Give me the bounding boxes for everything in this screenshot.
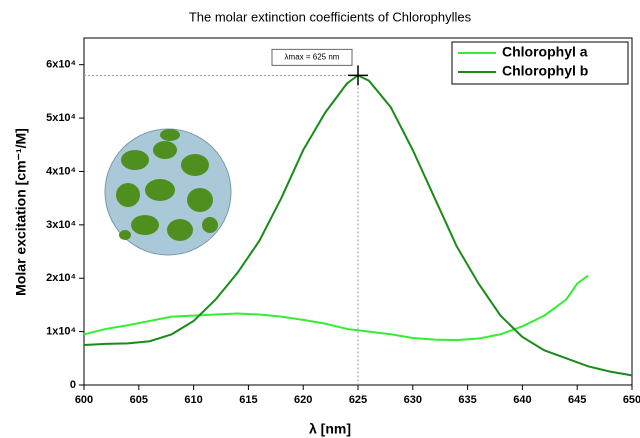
y-axis-label: Molar excitation [cm⁻¹/M] — [13, 128, 29, 296]
y-tick-label: 6x10⁴ — [46, 59, 76, 71]
x-tick-label: 620 — [294, 394, 312, 406]
y-tick-label: 5x10⁴ — [46, 112, 76, 124]
y-tick-label: 3x10⁴ — [46, 219, 76, 231]
x-tick-label: 610 — [184, 394, 202, 406]
y-tick-label: 4x10⁴ — [46, 165, 76, 177]
max-marker — [348, 65, 368, 86]
y-tick-label: 0 — [70, 379, 76, 391]
annotation-box — [271, 48, 353, 66]
x-axis-label: λ [nm] — [309, 421, 351, 437]
annotation: λmax = 625 nm — [285, 52, 340, 61]
x-tick-label: 650 — [623, 394, 640, 406]
y-tick-label: 2x10⁴ — [46, 272, 76, 284]
x-tick-label: 645 — [568, 394, 586, 406]
data-line — [83, 274, 589, 342]
x-tick-label: 600 — [75, 394, 93, 406]
x-tick-label: 635 — [458, 394, 476, 406]
legend-label: Chlorophyl a — [502, 44, 588, 60]
x-tick-label: 630 — [404, 394, 422, 406]
x-tick-label: 625 — [349, 394, 367, 406]
x-tick-label: 640 — [513, 394, 531, 406]
legend-box — [451, 41, 629, 85]
y-tick-label: 1x10⁴ — [46, 326, 76, 338]
x-tick-label: 615 — [239, 394, 257, 406]
legend-label: Chlorophyl b — [502, 63, 588, 79]
chart-title: The molar extinction coefficients of Chl… — [189, 9, 472, 24]
x-tick-label: 605 — [130, 394, 148, 406]
chloroplast-picture — [104, 128, 232, 256]
